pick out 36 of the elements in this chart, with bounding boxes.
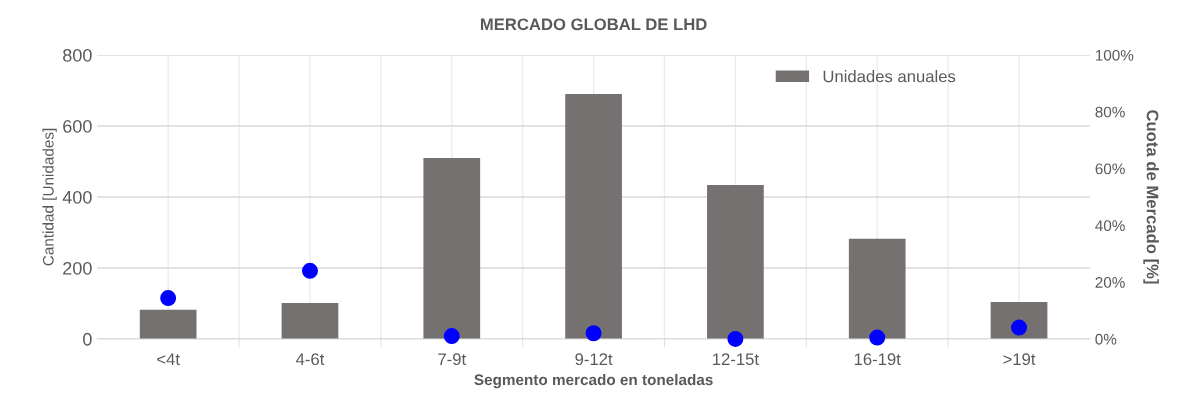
chart-title: MERCADO GLOBAL DE LHD bbox=[480, 18, 707, 31]
y-axis-title: Cantidad [Unidades] bbox=[42, 128, 57, 266]
bar bbox=[707, 184, 764, 339]
bar bbox=[139, 309, 197, 339]
x-tick-label: <4t bbox=[157, 353, 180, 366]
y-tick-label: 400 bbox=[62, 190, 92, 204]
x-tick-label: 12-15t bbox=[713, 353, 759, 366]
point bbox=[727, 330, 744, 347]
y2-tick-label: 40% bbox=[1095, 220, 1125, 232]
point bbox=[301, 262, 318, 279]
y-tick-label: 200 bbox=[63, 261, 92, 275]
x-tick-label: 9-12t bbox=[575, 353, 613, 366]
bar bbox=[423, 157, 481, 339]
y2-axis-title: Cuota de Mercado [%] bbox=[1143, 110, 1159, 284]
y2-tick-label: 0% bbox=[1095, 333, 1117, 345]
bar bbox=[565, 94, 622, 339]
y-tick-label: 0 bbox=[83, 332, 92, 346]
bar bbox=[990, 302, 1048, 339]
y-tick-label: 600 bbox=[63, 119, 92, 133]
legend-label: Unidades anuales bbox=[823, 70, 956, 83]
x-tick-label: 4-6t bbox=[295, 353, 325, 366]
y2-tick-label: 20% bbox=[1095, 277, 1125, 288]
point bbox=[443, 328, 460, 345]
y2-tick-label: 100% bbox=[1095, 49, 1134, 61]
point bbox=[869, 329, 886, 346]
x-tick-label: 16-19t bbox=[854, 353, 901, 366]
y2-tick-label: 60% bbox=[1095, 163, 1125, 175]
bar bbox=[848, 238, 906, 339]
point bbox=[160, 290, 177, 307]
bar bbox=[281, 303, 339, 339]
x-tick-label: 7-9t bbox=[438, 353, 467, 366]
point bbox=[585, 325, 602, 342]
y2-tick-label: 80% bbox=[1095, 106, 1125, 118]
x-tick-label: >19t bbox=[1003, 353, 1036, 366]
y-tick-label: 800 bbox=[63, 48, 92, 62]
x-axis-title: Segmento mercado en toneladas bbox=[474, 373, 713, 389]
